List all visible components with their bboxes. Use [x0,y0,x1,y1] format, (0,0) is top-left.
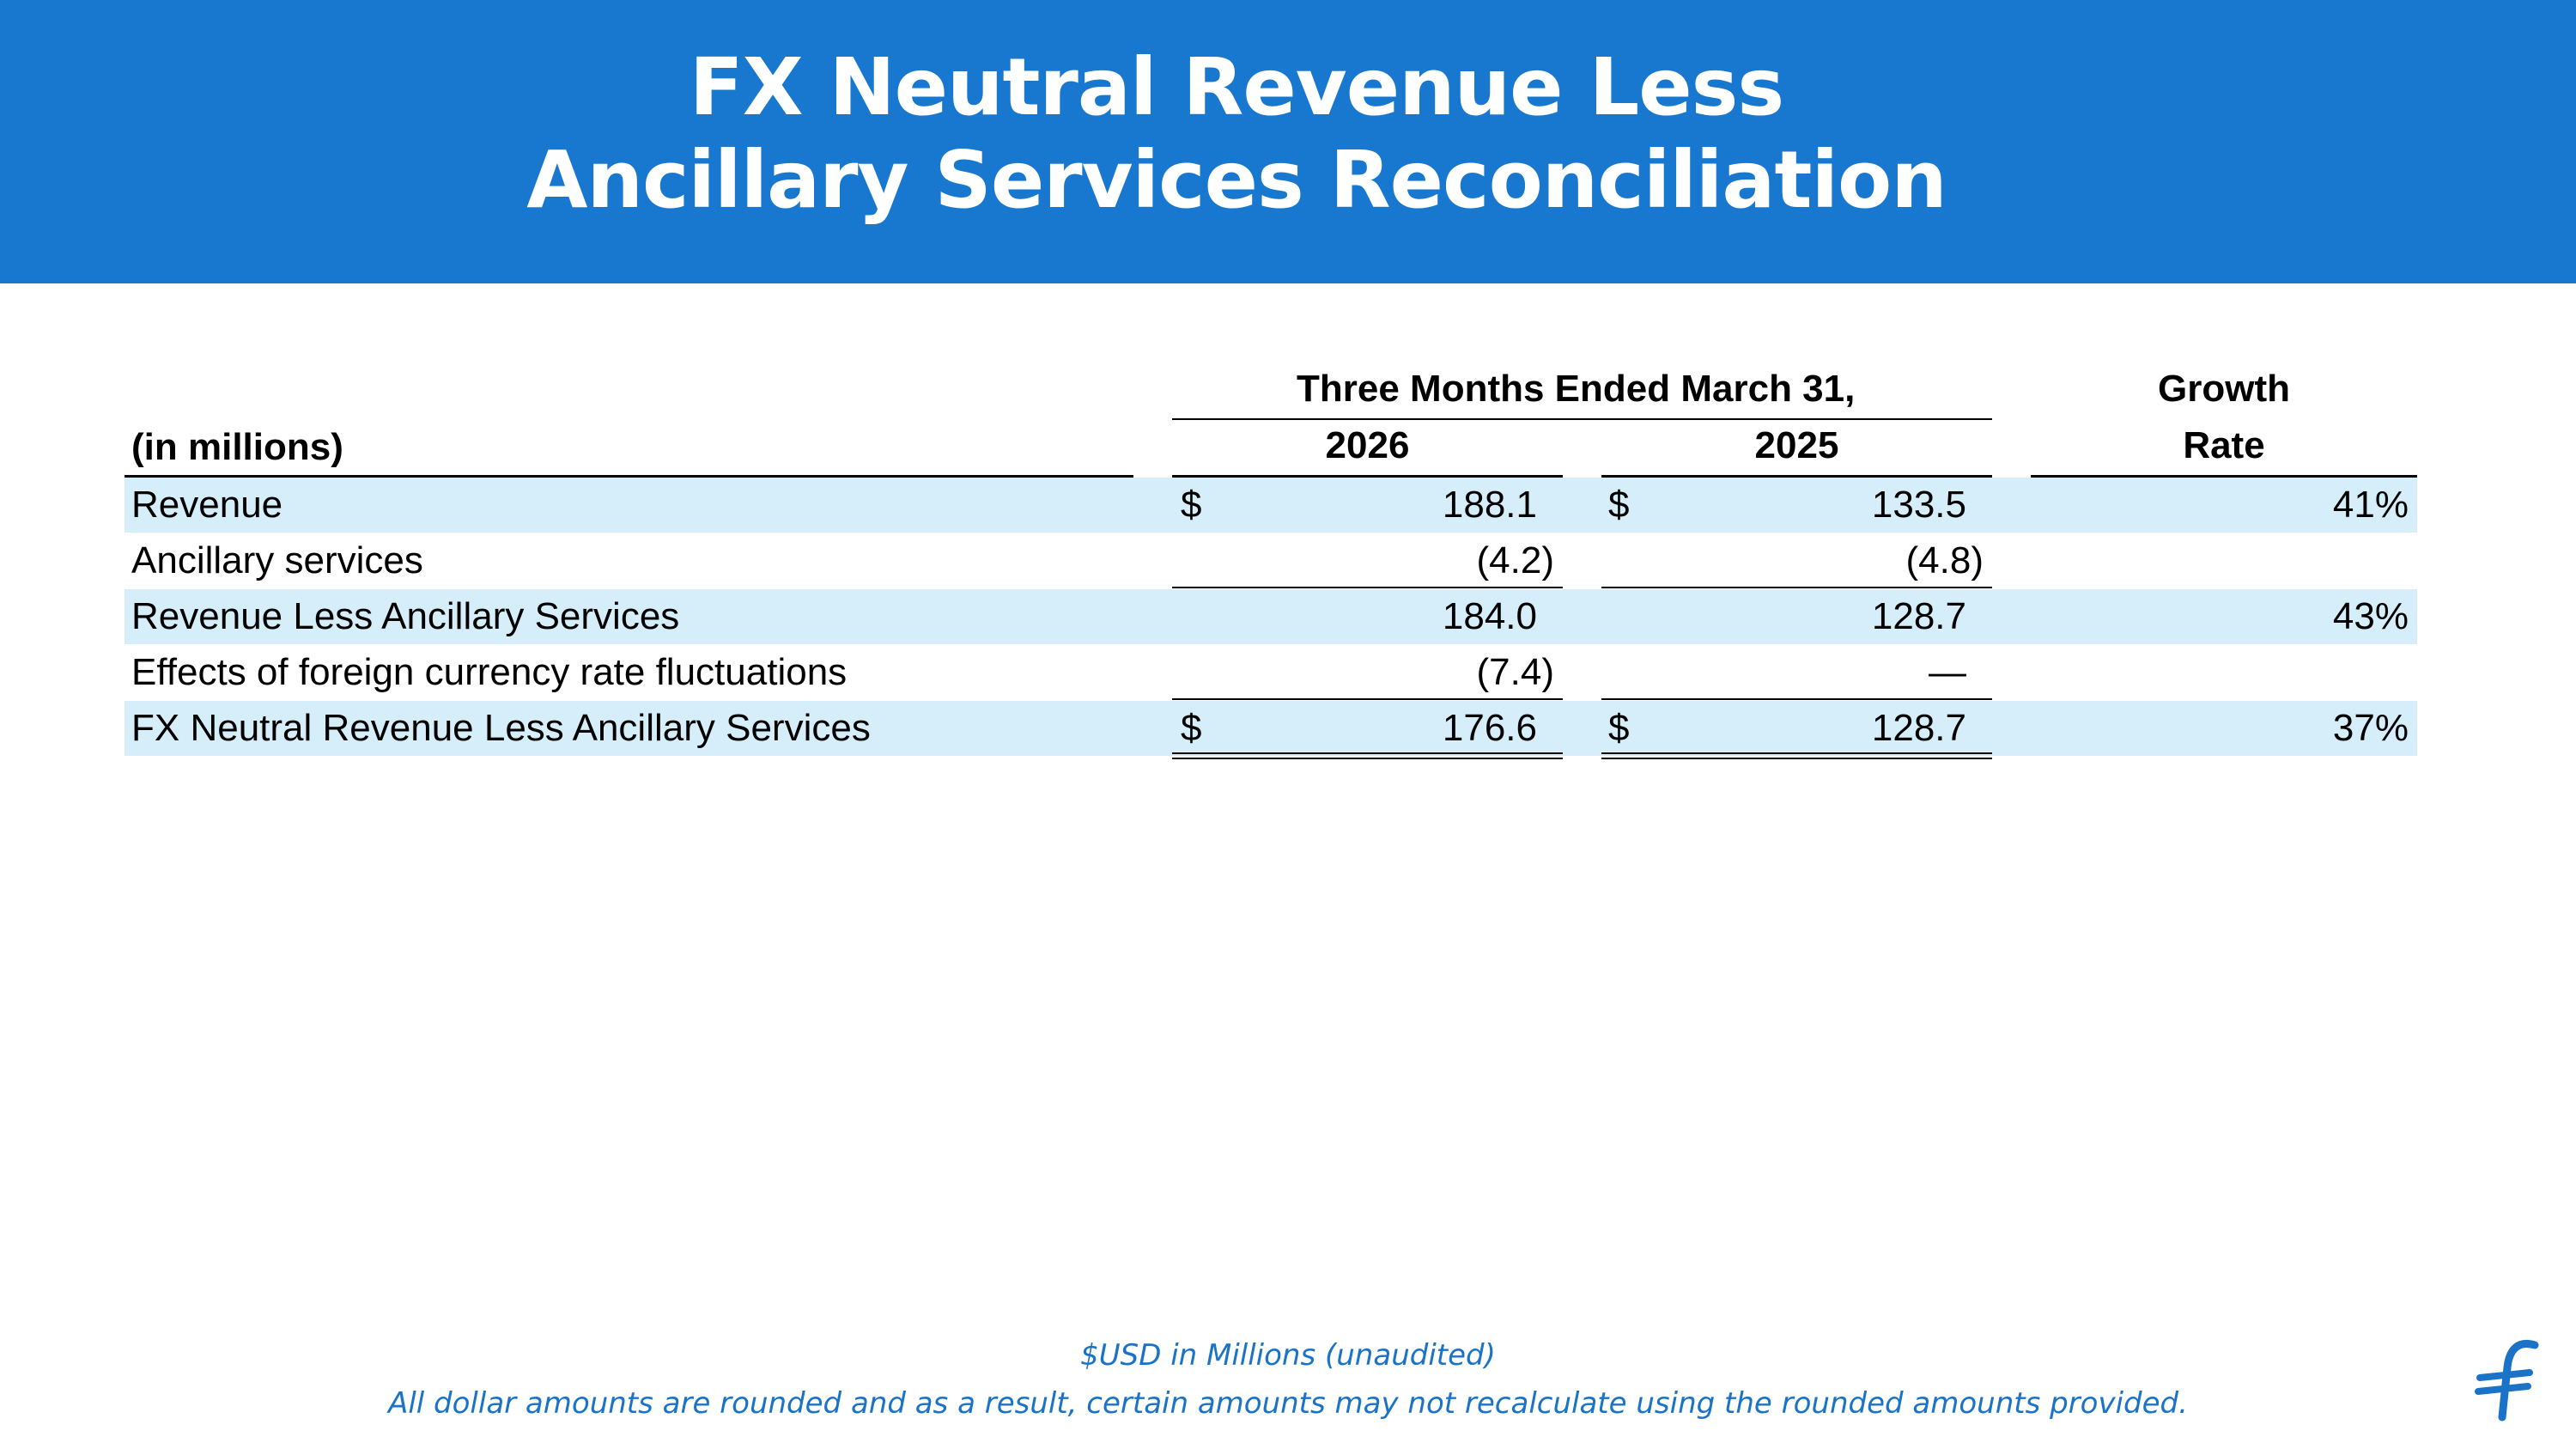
row-band-revenue [125,478,2417,533]
value-2026: (4.2) [1476,539,1554,581]
subtotal-rule-2026 [1172,587,1563,588]
row-band-revenue-less-ancillary [125,589,2417,644]
flywire-logo-icon [2475,1340,2539,1422]
year-2025-header: 2025 [1754,424,1839,466]
growth-header-line2: Rate [2183,424,2265,466]
header-band [0,0,2576,283]
value-2025: (4.8) [1905,539,1984,581]
period-underline [1172,418,1992,420]
value-2025: 128.7 [1871,707,1966,749]
row-label: Revenue Less Ancillary Services [131,595,680,637]
total-rule-2025 [1601,698,1992,700]
header-rule-2025 [1601,475,1992,478]
currency-symbol: $ [1608,707,1630,749]
growth-header-line1: Growth [2158,368,2290,410]
page-title: FX Neutral Revenue Less Ancillary Servic… [0,41,2473,227]
value-2026: 188.1 [1442,484,1537,526]
header-rule-2026 [1172,475,1563,478]
total-rule-2026 [1172,698,1563,700]
growth-rate: 43% [2332,595,2409,637]
value-2025: 133.5 [1871,484,1966,526]
header-rule-label [125,475,1133,478]
value-2026: 184.0 [1442,595,1537,637]
subtotal-rule-2025 [1601,587,1992,588]
value-2026: 176.6 [1442,707,1537,749]
value-2025: 128.7 [1871,595,1966,637]
growth-rate: 37% [2332,707,2409,749]
double-rule-2026-top [1172,752,1563,754]
row-label: FX Neutral Revenue Less Ancillary Servic… [131,707,871,749]
footnote-rounding: All dollar amounts are rounded and as a … [388,1386,2188,1421]
title-line-2: Ancillary Services Reconciliation [526,134,1947,226]
unit-label: (in millions) [131,426,343,468]
value-2026: (7.4) [1476,651,1554,693]
double-rule-2025-top [1601,752,1992,754]
row-label: Ancillary services [131,539,423,581]
double-rule-2026-bottom [1172,758,1563,759]
row-band-fx-neutral [125,701,2417,756]
year-2026-header: 2026 [1325,424,1410,466]
currency-symbol: $ [1181,707,1202,749]
double-rule-2025-bottom [1601,758,1992,759]
row-label: Effects of foreign currency rate fluctua… [131,651,848,693]
growth-rate: 41% [2332,484,2409,526]
title-line-1: FX Neutral Revenue Less [689,41,1784,133]
header-rule-growth [2031,475,2417,478]
currency-symbol: $ [1608,484,1630,526]
footnote-units: $USD in Millions (unaudited) [1080,1338,1496,1373]
currency-symbol: $ [1181,484,1202,526]
value-2025: — [1929,651,1966,693]
period-header: Three Months Ended March 31, [1297,368,1856,410]
row-label: Revenue [131,484,283,526]
